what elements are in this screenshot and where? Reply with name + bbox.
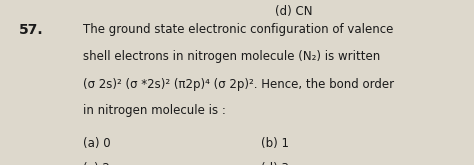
Text: (d) 3: (d) 3 xyxy=(261,162,289,165)
Text: in nitrogen molecule is :: in nitrogen molecule is : xyxy=(83,104,226,117)
Text: (b) 1: (b) 1 xyxy=(261,137,289,150)
Text: (c) 2: (c) 2 xyxy=(83,162,110,165)
Text: (σ 2s)² (σ *2s)² (π2p)⁴ (σ 2p)². Hence, the bond order: (σ 2s)² (σ *2s)² (π2p)⁴ (σ 2p)². Hence, … xyxy=(83,78,394,91)
Text: 57.: 57. xyxy=(19,23,44,37)
Text: The ground state electronic configuration of valence: The ground state electronic configuratio… xyxy=(83,23,393,36)
Text: (d) CN: (d) CN xyxy=(275,5,313,18)
Text: shell electrons in nitrogen molecule (N₂) is written: shell electrons in nitrogen molecule (N₂… xyxy=(83,50,380,63)
Text: (a) 0: (a) 0 xyxy=(83,137,110,150)
